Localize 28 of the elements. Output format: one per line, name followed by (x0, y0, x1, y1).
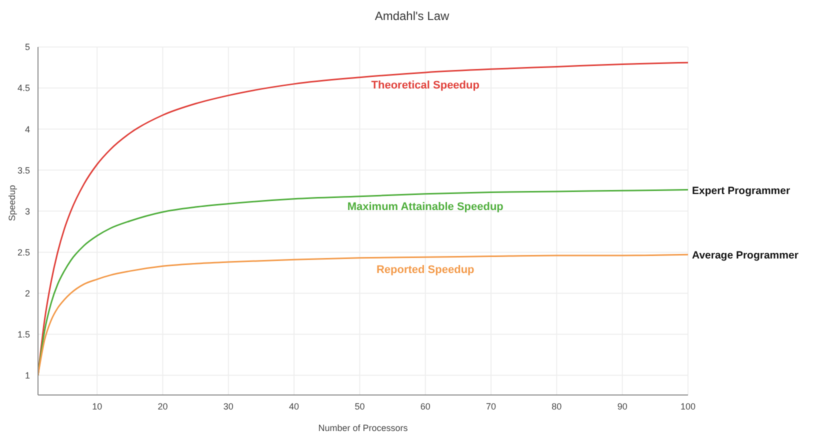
y-tick-label: 4.5 (17, 83, 30, 94)
x-tick-label: 70 (486, 401, 496, 412)
x-tick-label: 100 (680, 401, 696, 412)
y-axis-title: Speedup (7, 184, 18, 221)
y-tick-label: 2 (24, 288, 30, 298)
x-tick-label: 60 (420, 401, 430, 412)
x-tick-label: 90 (617, 401, 628, 412)
y-tick-label: 5 (24, 42, 30, 52)
y-tick-label: 2.5 (17, 247, 30, 258)
x-tick-label: 10 (92, 401, 102, 412)
y-tick-label: 4 (24, 124, 30, 134)
x-axis-title: Number of Processors (318, 423, 408, 433)
x-tick-label: 20 (158, 401, 168, 412)
y-tick-label: 1 (24, 370, 30, 380)
y-tick-label: 1.5 (17, 329, 30, 340)
series-label: Maximum Attainable Speedup (347, 200, 504, 213)
line-series (38, 254, 688, 376)
series-label: Reported Speedup (376, 264, 475, 276)
chart-title: Amdahl's Law (374, 8, 450, 25)
annotation: Average Programmer (692, 250, 798, 262)
y-tick-label: 3.5 (17, 165, 30, 176)
x-tick-label: 40 (289, 401, 300, 412)
annotation: Expert Programmer (692, 184, 790, 197)
x-tick-label: 30 (223, 401, 234, 412)
series-label: Theoretical Speedup (371, 79, 480, 92)
x-tick-label: 80 (552, 401, 562, 412)
x-tick-label: 50 (354, 401, 365, 412)
y-tick-label: 3 (24, 206, 30, 216)
